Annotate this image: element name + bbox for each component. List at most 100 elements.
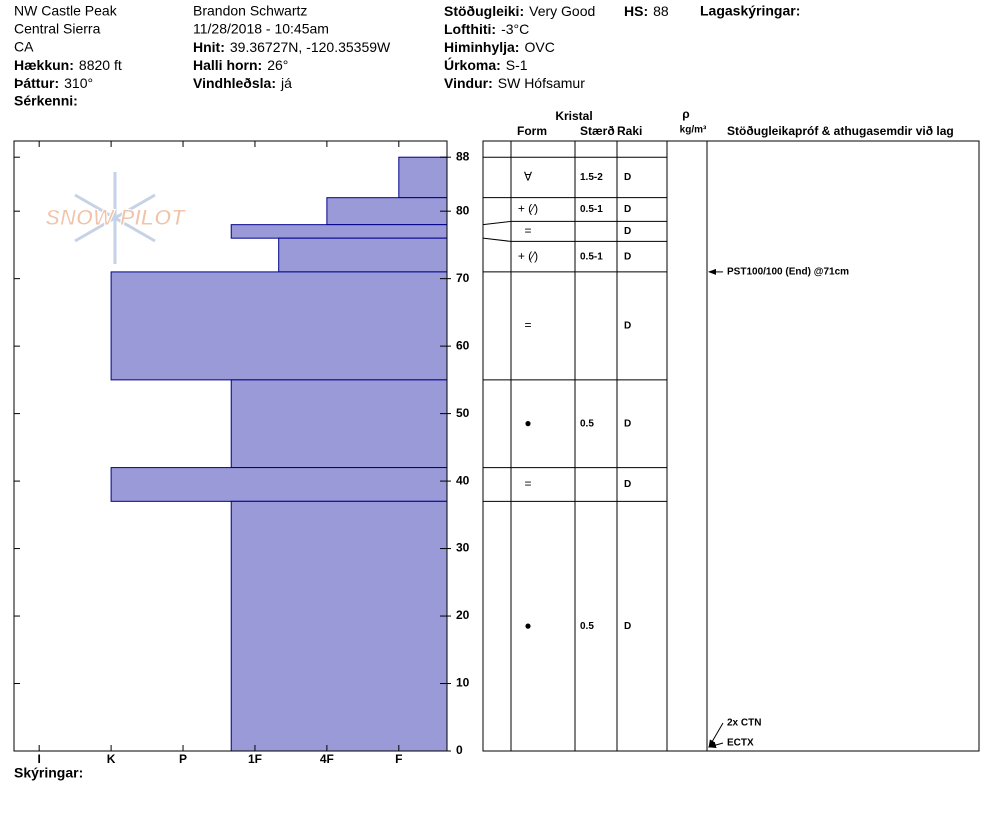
moisture: D	[624, 418, 631, 429]
field-value: S-1	[506, 57, 528, 73]
y-tick-label: 88	[456, 149, 470, 163]
x-tick-label: K	[107, 752, 116, 766]
field-value: 88	[653, 3, 669, 19]
y-tick-label: 20	[456, 608, 470, 622]
y-tick-label: 40	[456, 473, 470, 487]
table-frame	[482, 140, 980, 752]
x-tick-label: F	[395, 752, 402, 766]
y-tick-label: 0	[456, 743, 463, 757]
logo-flake	[74, 193, 156, 243]
moisture: D	[624, 321, 631, 332]
grain-size: 1.5-2	[580, 172, 603, 183]
header-field: Vindur: SW Hófsamur	[444, 75, 585, 91]
hardness-bar	[110, 467, 448, 502]
moisture: D	[624, 621, 631, 632]
header-form: Form	[517, 124, 547, 138]
field-label: HS:	[624, 3, 648, 19]
footer: Skýringar:	[14, 765, 83, 781]
field-label: Vindur:	[444, 75, 493, 91]
hardness-bar	[110, 271, 448, 381]
grain-size: 0.5	[580, 418, 594, 429]
features-label: Sérkenni:	[14, 93, 78, 109]
moisture: D	[624, 226, 631, 237]
field-value: 8820 ft	[79, 57, 122, 73]
hardness-bar	[230, 379, 448, 469]
hardness-bar	[230, 500, 448, 752]
y-tick-label: 50	[456, 406, 470, 420]
grain-form: ●	[524, 618, 531, 632]
x-tick-label: P	[179, 752, 187, 766]
x-tick-label: 1F	[248, 752, 262, 766]
field-label: Halli horn:	[193, 57, 262, 73]
header-field: Himinhylja: OVC	[444, 39, 555, 55]
observer: Brandon Schwartz	[193, 3, 307, 19]
header-tests: Stöðugleikapróf & athugasemdir við lag	[727, 124, 954, 138]
grain-form: + (⁄)	[518, 202, 538, 216]
field-label: Þáttur:	[14, 75, 59, 91]
datetime: 11/28/2018 - 10:45am	[193, 21, 329, 37]
x-tick-label: 4F	[320, 752, 334, 766]
header-rho: ρ	[682, 107, 689, 121]
field-value: Very Good	[529, 3, 595, 19]
test-label: 2x CTN	[727, 718, 761, 729]
header-field: Þáttur: 310°	[14, 75, 93, 91]
field-label: Úrkoma:	[444, 56, 501, 73]
moisture: D	[624, 251, 631, 262]
grain-form: + (⁄)	[518, 249, 538, 263]
header-field: Stöðugleiki: Very Good	[444, 3, 595, 19]
header-size: Stærð	[580, 124, 615, 138]
site: NW Castle Peak	[14, 3, 118, 19]
grain-form: =	[524, 477, 531, 491]
range: Central Sierra	[14, 21, 101, 37]
header-density: kg/m³	[680, 125, 707, 136]
y-tick-label: 80	[456, 203, 470, 217]
grain-size: 0.5-1	[580, 251, 603, 262]
field-label: Stöðugleiki:	[444, 3, 524, 19]
plot-frame	[13, 140, 448, 752]
logo-text: SNOW PILOT	[45, 205, 186, 230]
header-field: Úrkoma: S-1	[444, 56, 528, 73]
header-field: Vindhleðsla: já	[193, 75, 292, 91]
hardness-bar	[230, 224, 448, 239]
y-tick-label: 60	[456, 338, 470, 352]
field-label: Hnit:	[193, 39, 225, 55]
header-moisture: Raki	[617, 124, 642, 138]
test-label: ECTX	[727, 738, 754, 749]
grain-form: =	[524, 318, 531, 332]
hardness-bar	[278, 237, 448, 273]
y-tick-label: 10	[456, 676, 470, 690]
header-field: Lofthiti: -3°C	[444, 21, 529, 37]
header-field: HS: 88	[624, 3, 669, 19]
test-label: PST100/100 (End) @71cm	[727, 267, 849, 278]
grain-form: =	[524, 224, 531, 238]
moisture: D	[624, 172, 631, 183]
field-value: 26°	[267, 57, 288, 73]
moisture: D	[624, 479, 631, 490]
layer-connector	[482, 237, 512, 242]
header-crystal: Kristal	[555, 109, 592, 123]
layer-connector	[482, 220, 512, 226]
field-value: OVC	[524, 39, 554, 55]
x-tick-label: I	[38, 752, 41, 766]
hardness-bar	[326, 197, 448, 226]
y-tick-label: 70	[456, 271, 470, 285]
field-label: Vindhleðsla:	[193, 75, 276, 91]
field-value: SW Hófsamur	[498, 75, 585, 91]
grain-form: ∀	[524, 170, 533, 184]
field-value: 39.36727N, -120.35359W	[230, 39, 391, 55]
header-field: Hnit: 39.36727N, -120.35359W	[193, 39, 391, 55]
logo	[74, 172, 156, 264]
field-value: 310°	[64, 75, 93, 91]
grain-size: 0.5-1	[580, 204, 603, 215]
grain-form: ●	[524, 416, 531, 430]
header-field: Halli horn: 26°	[193, 57, 288, 73]
state: CA	[14, 39, 34, 55]
moisture: D	[624, 204, 631, 215]
header-field: Hækkun: 8820 ft	[14, 57, 122, 73]
hardness-bar	[398, 156, 448, 199]
field-value: já	[280, 75, 292, 91]
y-tick-label: 30	[456, 541, 470, 555]
field-value: -3°C	[501, 21, 529, 37]
field-label: Himinhylja:	[444, 39, 519, 55]
